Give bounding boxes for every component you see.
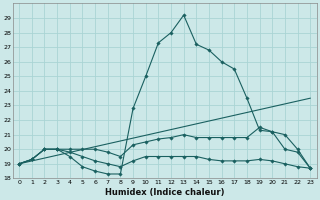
X-axis label: Humidex (Indice chaleur): Humidex (Indice chaleur) xyxy=(105,188,224,197)
